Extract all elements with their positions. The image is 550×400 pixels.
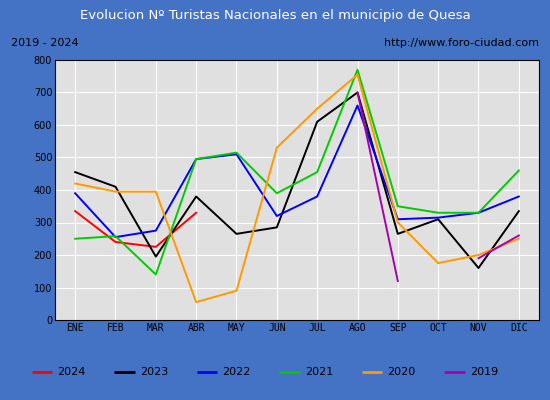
Text: 2023: 2023	[140, 367, 168, 377]
Text: 2019 - 2024: 2019 - 2024	[11, 38, 79, 48]
Text: 2019: 2019	[470, 367, 498, 377]
Text: 2024: 2024	[57, 367, 86, 377]
Text: Evolucion Nº Turistas Nacionales en el municipio de Quesa: Evolucion Nº Turistas Nacionales en el m…	[80, 8, 470, 22]
Text: 2022: 2022	[222, 367, 251, 377]
Text: 2021: 2021	[305, 367, 333, 377]
Text: 2020: 2020	[387, 367, 415, 377]
Text: http://www.foro-ciudad.com: http://www.foro-ciudad.com	[384, 38, 539, 48]
